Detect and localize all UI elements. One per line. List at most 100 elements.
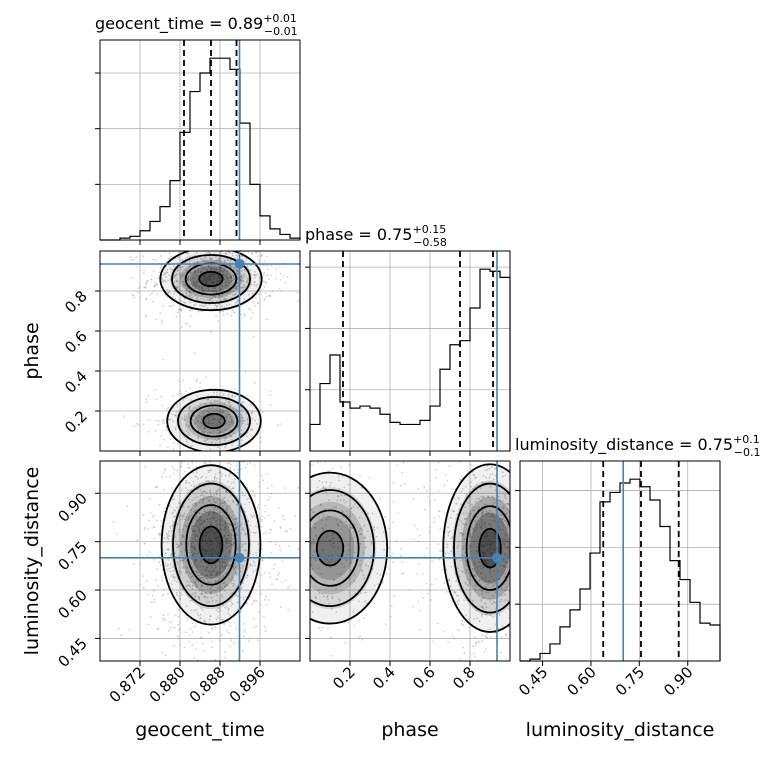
title-upper-error: +0.01	[263, 12, 297, 25]
contour-level-0	[478, 527, 502, 569]
hist-panel-phase: phase = 0.75+0.15 −0.58	[305, 223, 511, 456]
title-upper-error: +0.12	[733, 433, 760, 446]
y-tick-text: 0.75	[54, 538, 90, 574]
x-tick-label-phase: 0.8	[449, 663, 479, 693]
x-tick-text: 0.90	[660, 663, 696, 699]
x-tick-label-luminosity_distance: 0.75	[612, 663, 648, 699]
pair-panel-phase-luminosity_distance	[305, 460, 511, 666]
title-value: geocent_time = 0.89	[95, 14, 263, 34]
density-shade	[199, 271, 223, 287]
title-lower-error: −0.58	[413, 236, 447, 249]
density-shade	[185, 401, 243, 441]
y-tick-label-phase: 0.2	[61, 407, 91, 437]
x-tick-text: 0.8	[449, 663, 479, 693]
truth-marker	[234, 552, 245, 563]
x-tick-text: 0.45	[515, 663, 551, 699]
density-shade	[194, 407, 234, 435]
density-shade	[316, 530, 344, 566]
x-tick-label-phase: 0.6	[409, 663, 439, 693]
plot-area	[100, 251, 300, 451]
density-shade	[170, 253, 252, 305]
histogram-phase	[309, 268, 511, 451]
y-tick-text: 0.4	[61, 367, 91, 397]
x-tick-label-geocent_time: 0.880	[146, 663, 189, 706]
y-tick-label-luminosity_distance: 0.60	[54, 586, 90, 622]
density-shade	[199, 526, 223, 564]
panel-title-geocent_time: geocent_time = 0.89+0.01 −0.01	[95, 12, 298, 38]
x-tick-label-geocent_time: 0.872	[106, 663, 149, 706]
x-tick-label-geocent_time: 0.888	[186, 663, 229, 706]
density-shade	[452, 480, 510, 616]
contour-level-0	[315, 529, 345, 567]
density-shade	[161, 465, 261, 625]
title-lower-error: −0.11	[734, 446, 760, 459]
x-tick-text: 0.75	[612, 663, 648, 699]
hist-panel-luminosity_distance: luminosity_distance = 0.75+0.12−0.11	[515, 433, 760, 666]
x-tick-label-luminosity_distance: 0.60	[563, 663, 599, 699]
contour-level-1	[185, 504, 237, 586]
x-tick-label-phase: 0.2	[329, 663, 359, 693]
x-tick-text: 0.896	[226, 663, 269, 706]
contour-level-3	[310, 471, 389, 625]
x-tick-text: 0.872	[106, 663, 149, 706]
histogram-geocent_time	[100, 57, 301, 241]
x-tick-label-luminosity_distance: 0.90	[660, 663, 696, 699]
contour-level-1	[310, 509, 360, 587]
hist-panel-geocent_time: geocent_time = 0.89+0.01 −0.01	[95, 12, 301, 245]
density-shade	[470, 512, 510, 584]
contour-level-0	[198, 525, 224, 565]
x-tick-text: 0.6	[409, 663, 439, 693]
contour-level-3	[442, 463, 510, 633]
contour-level-2	[310, 489, 375, 608]
density-shade	[179, 259, 243, 299]
y-tick-label-phase: 0.8	[61, 287, 91, 317]
y-tick-label-phase: 0.4	[61, 367, 91, 397]
x-tick-label-luminosity_distance: 0.45	[515, 663, 551, 699]
density-shade	[203, 413, 225, 429]
x-tick-label-geocent_time: 0.896	[226, 663, 269, 706]
contour-level-3	[166, 388, 262, 451]
y-tick-text: 0.90	[54, 489, 90, 525]
title-upper-error: +0.15	[412, 223, 446, 236]
contour-level-3	[160, 464, 262, 626]
density-shade	[167, 389, 261, 451]
panel-frame	[99, 39, 301, 241]
x-axis-label-geocent_time: geocent_time	[135, 719, 264, 741]
y-tick-text: 0.2	[61, 407, 91, 437]
title-lower-error: −0.01	[264, 25, 298, 38]
density-shade	[189, 265, 233, 293]
plot-area	[100, 461, 300, 661]
title-value: phase = 0.75	[305, 225, 412, 244]
contour-level-2	[171, 254, 251, 304]
y-tick-text: 0.6	[61, 327, 91, 357]
x-tick-label-phase: 0.4	[369, 663, 399, 693]
density-shade	[310, 516, 355, 581]
contour-level-0	[202, 412, 226, 430]
panel-frame	[99, 250, 301, 452]
panel-title-phase: phase = 0.75+0.15 −0.58	[305, 223, 447, 249]
contour-level-3	[159, 251, 263, 312]
y-axis-label-luminosity_distance: luminosity_distance	[21, 467, 43, 656]
sample-points	[112, 461, 300, 661]
title-value: luminosity_distance = 0.75	[515, 435, 733, 455]
panel-frame	[99, 460, 301, 662]
truth-marker	[234, 259, 245, 269]
contour-level-2	[177, 396, 251, 446]
panel-frame	[519, 460, 721, 662]
x-axis-label-phase: phase	[381, 719, 438, 741]
pair-panel-geocent_time-phase	[95, 250, 301, 456]
panel-frame	[309, 460, 511, 662]
y-tick-label-luminosity_distance: 0.90	[54, 489, 90, 525]
x-tick-text: 0.4	[369, 663, 399, 693]
contour-level-1	[465, 505, 510, 591]
density-shade	[180, 495, 242, 594]
density-shade	[461, 496, 510, 600]
y-axis-label-phase: phase	[21, 322, 43, 379]
x-tick-text: 0.60	[563, 663, 599, 699]
y-tick-label-luminosity_distance: 0.75	[54, 538, 90, 574]
y-tick-text: 0.60	[54, 586, 90, 622]
pair-panel-geocent_time-luminosity_distance	[95, 460, 301, 666]
contour-level-2	[172, 482, 250, 608]
contour-level-1	[189, 404, 239, 438]
